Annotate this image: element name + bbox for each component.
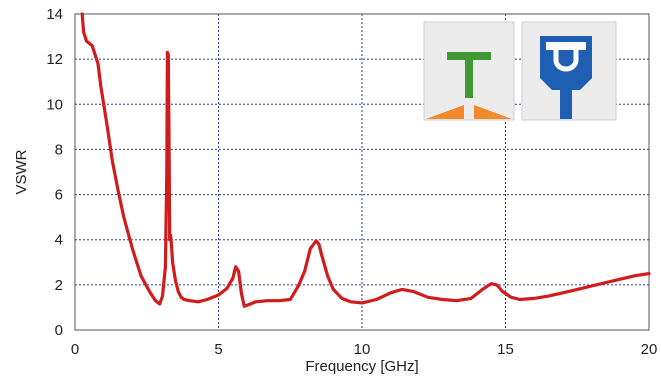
x-axis-label: Frequency [GHz] <box>305 358 418 375</box>
y-tick-label: 0 <box>55 322 63 339</box>
y-tick-label: 4 <box>55 232 63 249</box>
tick-labels: 0 5 10 15 20 0 2 4 6 8 10 12 14 <box>46 6 657 358</box>
y-axis-label: VSWR <box>13 149 30 194</box>
x-tick-label: 10 <box>354 341 371 358</box>
x-tick-label: 0 <box>71 341 79 358</box>
y-tick-label: 10 <box>46 96 63 113</box>
t-junction-icon <box>423 21 515 121</box>
series-group <box>80 12 651 308</box>
y-tick-label: 2 <box>55 277 63 294</box>
vswr-series-line <box>80 12 651 308</box>
y-tick-label: 8 <box>55 141 63 158</box>
x-tick-label: 15 <box>497 341 514 358</box>
y-tick-label: 12 <box>46 51 63 68</box>
y-tick-label: 6 <box>55 187 63 204</box>
y-tick-label: 14 <box>46 6 63 23</box>
x-tick-label: 5 <box>214 341 222 358</box>
x-tick-label: 20 <box>641 341 658 358</box>
connector-icon <box>521 21 617 121</box>
